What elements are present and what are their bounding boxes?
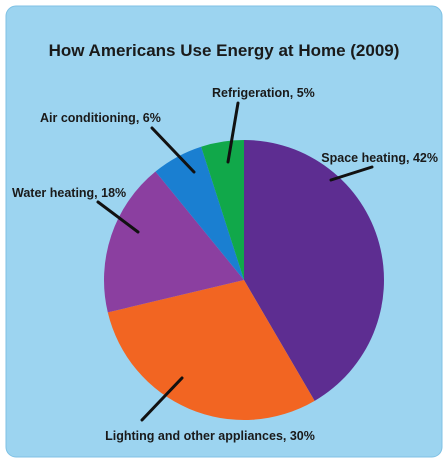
pie-slice [104, 171, 244, 313]
leader-line [329, 165, 374, 182]
leader-line [150, 126, 196, 174]
leader-lines [96, 101, 374, 422]
slice-label: Water heating, 18% [12, 186, 126, 200]
leader-line [226, 101, 240, 164]
slice-label: Lighting and other appliances, 30% [105, 429, 315, 443]
slice-label: Air conditioning, 6% [40, 111, 161, 125]
pie-slice [201, 140, 244, 280]
slice-labels: Space heating, 42% Lighting and other app… [12, 86, 438, 443]
chart-title: How Americans Use Energy at Home (2009) [49, 41, 400, 60]
slice-label: Refrigeration, 5% [212, 86, 315, 100]
leader-line [140, 376, 184, 422]
pie-slices [104, 140, 384, 420]
slice-label: Space heating, 42% [321, 151, 438, 165]
pie-slice [107, 280, 315, 420]
pie-slice [155, 146, 244, 280]
pie-slice [244, 140, 384, 401]
leader-line [96, 200, 140, 234]
